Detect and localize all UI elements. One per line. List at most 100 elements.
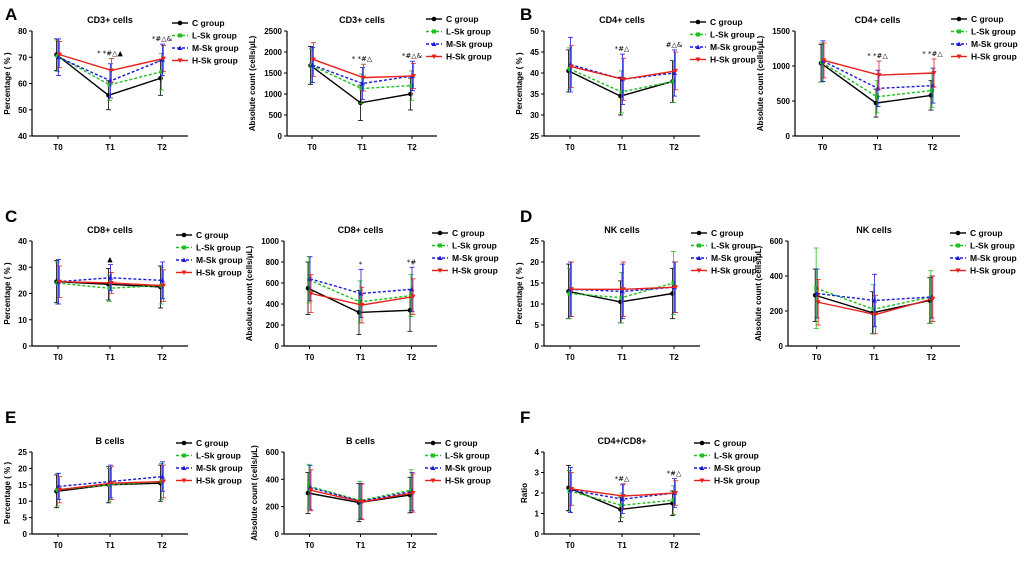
data-point	[109, 68, 114, 73]
legend-label: L-Sk group	[192, 31, 237, 41]
legend-marker	[437, 255, 443, 260]
y-tick-label: 200	[266, 321, 280, 330]
x-tick-label: T0	[53, 541, 63, 550]
chart-title: CD8+ cells	[338, 225, 384, 235]
legend-marker	[956, 41, 962, 46]
significance-annotation: *#	[407, 258, 417, 266]
data-point	[619, 295, 624, 300]
chart-a1: CD3+ cells 40 50 60 70 80 T0 T1 T2 Percentage ( %…	[3, 15, 239, 152]
legend-label: C group	[196, 230, 229, 240]
legend-marker	[699, 478, 705, 483]
data-point	[57, 279, 62, 285]
y-axis-label: Percentage ( % )	[515, 52, 524, 115]
data-point	[567, 291, 572, 296]
legend: C group L-Sk group M-Sk group H-Sk group	[951, 14, 1018, 62]
significance-annotation: *#△	[615, 45, 630, 53]
x-tick-label: T2	[157, 143, 167, 152]
legend-marker	[695, 19, 701, 25]
x-tick-label: T1	[356, 353, 366, 362]
data-point	[411, 73, 416, 79]
y-tick-label: 10	[18, 497, 27, 506]
legend-label: M-Sk group	[445, 463, 492, 473]
y-tick-label: 25	[530, 237, 539, 246]
y-tick-label: 0	[535, 342, 540, 351]
data-point	[109, 281, 114, 286]
series-h-group	[815, 275, 936, 335]
x-tick-label: T2	[157, 353, 167, 362]
data-point	[109, 481, 114, 486]
legend-label: C group	[711, 228, 744, 238]
data-point	[359, 86, 364, 91]
y-tick-label: 80	[18, 27, 27, 36]
y-tick-label: 30	[530, 111, 539, 120]
y-tick-label: 25	[530, 132, 539, 141]
legend-marker	[181, 232, 187, 238]
legend-label: L-Sk group	[452, 241, 497, 251]
series-line	[569, 490, 674, 507]
y-axis-label: Absolute count (cells/μL)	[756, 35, 765, 131]
x-tick-label: T1	[617, 353, 627, 362]
chart-title: NK cells	[604, 225, 640, 235]
y-tick-label: 20	[18, 464, 27, 473]
x-tick-label: T0	[53, 143, 63, 152]
legend-marker	[181, 465, 187, 470]
y-tick-label: 20	[18, 290, 27, 299]
data-point	[876, 73, 882, 78]
x-tick-label: T0	[305, 541, 315, 550]
legend: C group L-Sk group M-Sk group H-Sk group	[425, 438, 492, 486]
legend-label: L-Sk group	[711, 241, 756, 251]
data-point	[569, 64, 574, 70]
legend-label: C group	[196, 438, 229, 448]
legend: C group L-Sk group M-Sk group H-Sk group	[176, 230, 243, 278]
y-tick-label: 1500	[264, 69, 282, 78]
series-line	[57, 55, 162, 86]
chart-title: B cells	[346, 436, 375, 446]
legend-label: L-Sk group	[970, 241, 1015, 251]
series-m-group	[568, 261, 677, 320]
data-point	[619, 89, 624, 94]
y-axis-label: Percentage ( % )	[3, 52, 12, 115]
legend-marker	[700, 453, 704, 458]
x-tick-label: T2	[407, 353, 417, 362]
y-tick-label: 400	[770, 272, 784, 281]
data-point	[55, 53, 60, 58]
data-point	[311, 57, 316, 63]
data-point	[358, 299, 362, 304]
data-point	[930, 296, 936, 302]
legend-label: C group	[970, 228, 1003, 238]
data-point	[871, 307, 876, 312]
data-point	[57, 52, 62, 58]
legend-marker	[181, 478, 187, 483]
legend-label: C group	[452, 228, 485, 238]
legend-label: H-Sk group	[445, 476, 491, 486]
series-line	[312, 64, 413, 85]
series-h-group	[569, 45, 678, 101]
legend-marker	[177, 20, 183, 26]
series-h-group	[569, 261, 678, 318]
panel-label-c: C	[5, 207, 17, 226]
panel-label-e: E	[5, 408, 16, 427]
chart-d1: NK cells 0 5 10 15 20 25 T0 T1 T2 Percentage ( % )…	[515, 225, 758, 362]
y-tick-label: 600	[770, 237, 784, 246]
data-point	[821, 58, 827, 63]
series-h-group	[57, 265, 166, 302]
legend-label: H-Sk group	[452, 266, 498, 276]
y-tick-label: 0	[275, 530, 280, 539]
legend-marker	[182, 453, 186, 458]
x-tick-label: T1	[105, 541, 115, 550]
data-point	[621, 287, 626, 292]
chart-title: CD4+ cells	[599, 15, 645, 25]
legend-marker	[182, 245, 186, 250]
y-tick-label: 0	[23, 530, 28, 539]
x-tick-label: T0	[565, 541, 575, 550]
chart-title: CD3+ cells	[87, 15, 133, 25]
significance-annotation: ▲	[107, 256, 113, 264]
series-c-group	[305, 261, 413, 335]
y-tick-label: 600	[266, 279, 280, 288]
panel-label-a: A	[5, 5, 17, 24]
x-tick-label: T1	[617, 541, 627, 550]
data-point	[875, 85, 881, 91]
legend-marker	[699, 440, 705, 446]
legend-label: M-Sk group	[970, 253, 1017, 263]
